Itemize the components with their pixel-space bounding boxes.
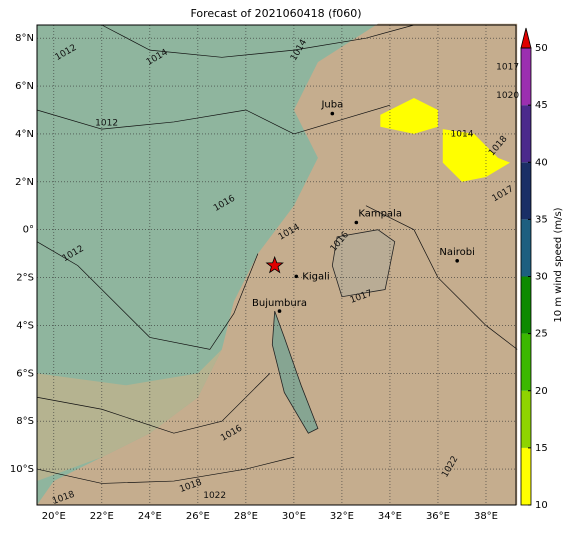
contour-label: 1014	[451, 129, 474, 139]
city-label: Kigali	[302, 271, 329, 282]
y-tick-label: 0°	[23, 225, 34, 236]
city-marker	[330, 111, 335, 116]
x-tick-label: 20°E	[42, 511, 66, 522]
city-label: Bujumbura	[252, 298, 307, 309]
y-tick-label: 8°N	[15, 33, 34, 44]
x-tick-label: 36°E	[426, 511, 450, 522]
x-tick-label: 28°E	[234, 511, 258, 522]
contour-line	[36, 456, 294, 484]
colorbar-label: 10 m wind speed (m/s)	[553, 207, 564, 322]
city-marker	[354, 220, 359, 225]
contour-line	[365, 205, 518, 350]
contour-label: 1017	[496, 62, 519, 72]
wind-patch	[380, 98, 438, 134]
contour-line	[36, 373, 271, 434]
colorbar-segment	[521, 447, 531, 505]
colorbar-tick-label: 25	[535, 329, 548, 340]
contour-line	[101, 24, 415, 58]
colorbar-tick-label: 20	[535, 386, 548, 397]
colorbar-segment	[521, 390, 531, 448]
location-star	[265, 255, 284, 274]
colorbar-tick-label: 50	[535, 43, 548, 54]
lake-tanganyika	[271, 310, 319, 434]
contour-label: 1020	[496, 91, 519, 101]
city-label: Juba	[320, 100, 343, 111]
y-tick-label: 8°S	[16, 416, 34, 427]
city-marker	[277, 309, 282, 313]
y-tick-label: 2°S	[16, 273, 34, 284]
map-title: Forecast of 2021060418 (f060)	[190, 7, 361, 20]
y-tick-label: 4°S	[16, 320, 34, 331]
lake-victoria	[331, 229, 396, 298]
colorbar-tick-label: 10	[535, 500, 548, 511]
x-tick-label: 30°E	[282, 511, 306, 522]
x-tick-label: 34°E	[378, 511, 402, 522]
x-tick-label: 38°E	[474, 511, 498, 522]
map-frame	[36, 24, 517, 506]
city-label: Nairobi	[439, 247, 475, 258]
colorbar-segment	[521, 219, 531, 277]
y-tick-label: 4°N	[15, 129, 34, 140]
x-tick-label: 22°E	[90, 511, 114, 522]
colorbar-segment	[521, 48, 531, 106]
terrain-mid	[37, 349, 222, 482]
contour-label: 1022	[203, 491, 226, 501]
y-tick-label: 6°N	[15, 81, 34, 92]
x-tick-label: 32°E	[330, 511, 354, 522]
colorbar-segment	[521, 105, 531, 163]
wind-patch	[442, 129, 510, 182]
y-tick-label: 10°S	[10, 464, 34, 475]
colorbar-segment	[521, 276, 531, 334]
colorbar-segment	[521, 162, 531, 220]
colorbar-tick-label: 45	[535, 100, 548, 111]
colorbar-segment	[521, 333, 531, 391]
city-marker	[294, 274, 299, 279]
colorbar-tick-label: 35	[535, 214, 548, 225]
city-marker	[455, 259, 459, 263]
colorbar-tick-label: 15	[535, 443, 548, 454]
x-tick-label: 24°E	[138, 511, 162, 522]
y-tick-label: 6°S	[16, 368, 34, 379]
contour-label: 1012	[95, 119, 118, 129]
colorbar-tick-label: 40	[535, 157, 548, 168]
colorbar-extend	[520, 27, 532, 49]
x-tick-label: 26°E	[186, 511, 210, 522]
city-label: Kampala	[358, 209, 402, 220]
y-tick-label: 2°N	[15, 177, 34, 188]
colorbar-tick-label: 30	[535, 272, 548, 283]
